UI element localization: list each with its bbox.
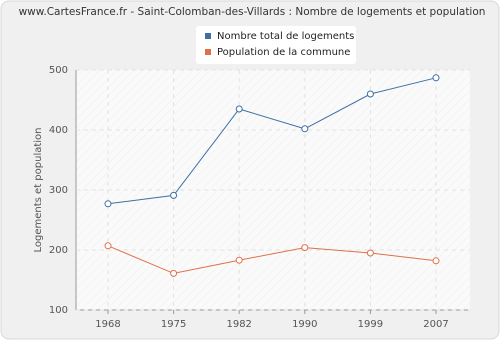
legend-label: Population de la commune [217,47,350,58]
legend-swatch [205,33,211,39]
x-tick-label: 1999 [358,319,383,330]
point [366,249,374,257]
point [170,269,178,277]
x-tick-label: 1975 [161,319,186,330]
series-line [107,245,437,274]
point [366,90,374,98]
point [301,244,309,252]
point [104,200,112,208]
point [235,256,243,264]
chart-title: www.CartesFrance.fr - Saint-Colomban-des… [19,6,486,18]
x-tick-label: 1990 [292,319,317,330]
y-tick-label: 300 [49,185,68,196]
point [170,191,178,199]
y-tick-label: 500 [49,65,68,76]
legend [196,26,356,64]
point [104,242,112,250]
series-line [107,77,437,205]
point [432,257,440,265]
point [235,105,243,113]
y-axis-label: Logements et population [33,127,44,252]
x-tick-label: 2007 [423,319,448,330]
legend-label: Nombre total de logements [217,31,354,42]
point [432,74,440,82]
legend-swatch [205,49,211,55]
y-tick-label: 200 [49,245,68,256]
y-tick-label: 100 [49,305,68,316]
x-tick-label: 1982 [226,319,251,330]
y-tick-label: 400 [49,125,68,136]
point [301,125,309,133]
x-tick-label: 1968 [95,319,120,330]
